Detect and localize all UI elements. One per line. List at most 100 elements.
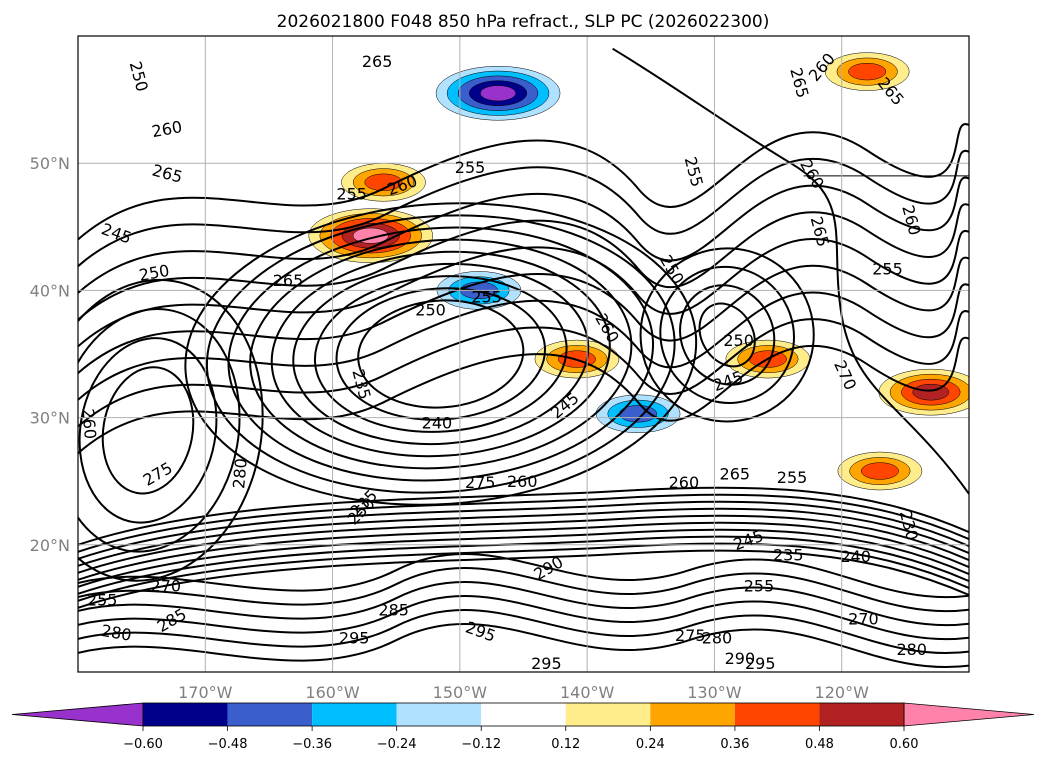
contour-label: 240	[422, 413, 453, 432]
colorbar-segment	[396, 703, 482, 726]
slp-contour	[78, 535, 969, 595]
slp-contour	[78, 623, 969, 668]
slp-contour	[78, 521, 969, 581]
slp-contour	[78, 486, 969, 546]
contour-label: 265	[720, 464, 751, 483]
slp-contour	[335, 287, 547, 421]
colorbar-tick-label: −0.48	[208, 737, 248, 752]
shaded-blob	[860, 462, 899, 480]
contour-label: 290	[725, 649, 756, 668]
slp-contour	[612, 47, 969, 495]
contour-label: 250	[723, 331, 754, 350]
x-tick-label: 120°W	[815, 683, 870, 702]
x-tick-label: 150°W	[433, 683, 488, 702]
slp-contour	[78, 278, 264, 582]
colorbar-segment	[312, 703, 397, 726]
slp-contour	[78, 542, 969, 602]
colorbar-segment	[734, 703, 820, 726]
slp-contour	[205, 214, 676, 494]
slp-contour	[78, 500, 969, 560]
colorbar-segment	[227, 703, 313, 726]
slp-contour	[78, 549, 969, 609]
slp-contour	[78, 176, 969, 294]
contour-label: 255	[87, 590, 118, 609]
slp-contour	[313, 275, 568, 433]
colorbar-tick-label: 0.60	[890, 737, 919, 752]
map-frame	[77, 35, 970, 673]
colorbar-frame	[142, 702, 905, 727]
x-tick-label: 130°W	[687, 683, 742, 702]
slp-contour	[78, 595, 969, 641]
slp-contour	[101, 366, 195, 495]
contour-label: 275	[675, 626, 706, 645]
contour-label: 280	[702, 628, 733, 647]
shaded-blob	[364, 173, 403, 191]
colorbar-tick-label: −0.12	[461, 737, 501, 752]
slp-contour	[78, 567, 969, 613]
shaded-blob	[480, 85, 516, 102]
gridlines	[78, 36, 969, 672]
colorbar-segment	[819, 703, 904, 726]
colorbar-segment	[481, 703, 566, 726]
colorbar-tick-label: 0.36	[720, 737, 749, 752]
x-tick-label: 140°W	[560, 683, 615, 702]
colorbar-segment	[650, 703, 735, 726]
colorbar-over-triangle	[903, 702, 1035, 727]
shaded-blob	[848, 62, 887, 81]
colorbar-tick-label: −0.36	[292, 737, 332, 752]
contour-label: 235	[773, 546, 804, 565]
contour-label: 255	[336, 185, 367, 204]
slp-contour	[78, 553, 969, 599]
contour-label: 240	[840, 547, 871, 566]
slp-contour	[78, 337, 218, 524]
slp-contour	[78, 528, 969, 588]
contour-label: 265	[362, 52, 393, 71]
contour-label: 285	[378, 600, 409, 619]
slp-contour	[78, 123, 969, 241]
slp-contour	[292, 262, 590, 446]
slp-contour	[78, 581, 969, 627]
contour-label: 280	[229, 457, 251, 489]
contour-label: 295	[745, 654, 776, 673]
contour-label: 260	[507, 472, 538, 491]
x-axis-ticks: 170°W 160°W 150°W 140°W 130°W 120°W	[178, 683, 869, 702]
contour-label: 255	[455, 158, 486, 177]
slp-contour	[78, 609, 969, 654]
contour-label: 265	[273, 271, 304, 290]
colorbar-tick-label: −0.60	[123, 737, 163, 752]
x-tick-label: 160°W	[305, 683, 360, 702]
colorbar-segment	[565, 703, 651, 726]
colorbar-segment	[143, 703, 228, 726]
contour-label: 295	[531, 654, 562, 673]
slp-contour	[270, 250, 611, 458]
slp-contour	[78, 256, 969, 374]
slp-contour	[78, 310, 969, 428]
colorbar-tick-label: 0.12	[551, 737, 580, 752]
contour-label: 255	[744, 576, 775, 595]
contour-label: 275	[465, 473, 496, 492]
contour-label: 255	[872, 260, 903, 279]
slp-contour	[78, 514, 969, 574]
colorbar-tick-label: 0.24	[636, 737, 665, 752]
y-tick-label: 50°N	[30, 154, 70, 173]
x-tick-label: 170°W	[178, 683, 233, 702]
y-tick-label: 20°N	[30, 536, 70, 555]
contour-label: 270	[848, 609, 879, 628]
slp-contour	[78, 507, 969, 567]
colorbar-tick-label: −0.24	[377, 737, 417, 752]
slp-contour	[698, 302, 756, 368]
contour-label: 260	[78, 408, 100, 440]
slp-contour	[78, 308, 241, 553]
y-tick-label: 30°N	[30, 409, 70, 428]
slp-contour	[78, 283, 969, 401]
slp-contour	[78, 149, 969, 267]
slp-contour	[78, 229, 969, 348]
slp-contour	[78, 493, 969, 553]
contour-label: 250	[415, 300, 446, 319]
contour-label: 260	[669, 473, 700, 492]
colorbar-tick-label: 0.48	[805, 737, 834, 752]
slp-contours	[78, 47, 969, 668]
chart-title: 2026021800 F048 850 hPa refract., SLP PC…	[277, 12, 770, 32]
